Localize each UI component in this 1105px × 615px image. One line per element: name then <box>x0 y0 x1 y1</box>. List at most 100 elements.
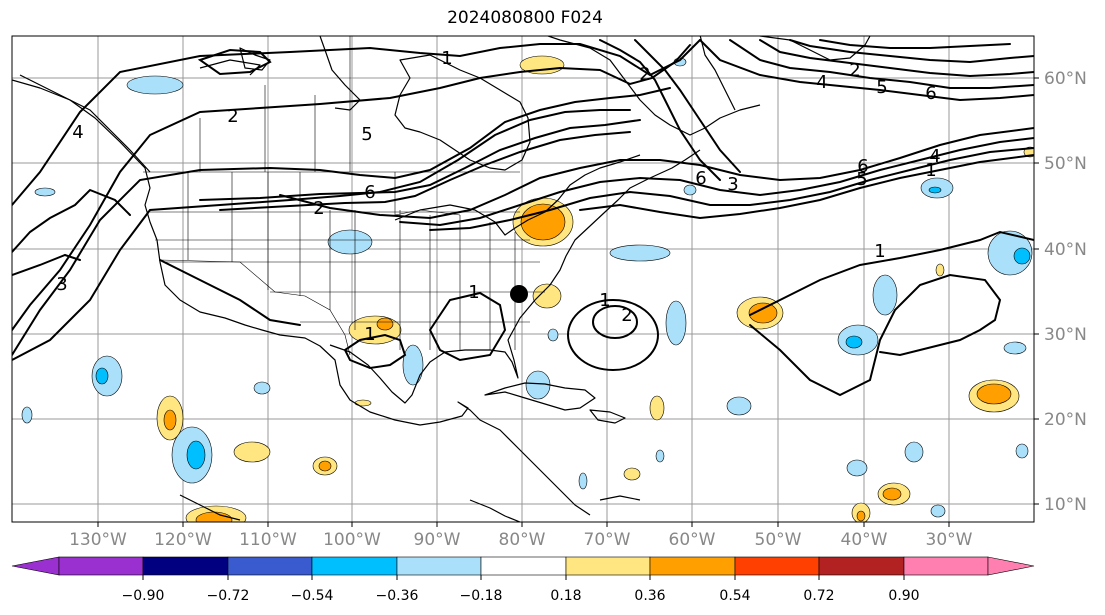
contour-label: 1 <box>468 282 479 303</box>
contour-label: 6 <box>857 156 868 177</box>
colorbar-extend-min <box>11 556 60 576</box>
colorbar-bin <box>565 556 651 576</box>
colorbar-tick-label: −0.54 <box>291 588 334 604</box>
colorbar-bin <box>311 556 398 576</box>
colorbar-tick-label: 0.18 <box>550 588 581 604</box>
contour-label: 6 <box>364 182 375 203</box>
anomaly-neg <box>402 344 424 386</box>
lon-label: 30°W <box>926 530 973 550</box>
tick-marks <box>97 77 1039 527</box>
colorbar-bin <box>734 556 820 576</box>
anomaly-pos <box>649 395 665 421</box>
contour-label: 2 <box>227 106 238 127</box>
lon-labels: 130°W 120°W 110°W 100°W 90°W 80°W 70°W 6… <box>69 530 973 550</box>
anomaly-neg <box>186 440 206 470</box>
colorbar-ticks <box>142 575 905 580</box>
colorbar-labels: −0.90 −0.72 −0.54 −0.36 −0.18 0.18 0.36 … <box>122 588 920 604</box>
anomaly-pos <box>856 510 866 522</box>
lon-label: 100°W <box>323 530 381 550</box>
contour-label: 4 <box>816 72 827 93</box>
anomaly-neg <box>95 367 109 385</box>
anomaly-neg <box>845 335 863 349</box>
anomaly-pos <box>935 263 945 277</box>
borders <box>143 36 545 356</box>
anomaly-neg <box>21 406 33 424</box>
contour-label: 2 <box>639 64 650 85</box>
contour-label: 1 <box>441 48 452 69</box>
colorbar-tick-label: 0.72 <box>803 588 834 604</box>
contour-label: 2 <box>621 305 632 326</box>
colorbar-tick-label: −0.36 <box>376 588 419 604</box>
colorbar-bin <box>649 556 736 576</box>
anomaly-neg <box>253 381 271 395</box>
anomaly-pos <box>748 302 778 324</box>
anomaly-pos <box>318 460 332 472</box>
anomaly-neg <box>930 504 946 518</box>
colorbar-bin <box>142 556 229 576</box>
anomaly-neg <box>1013 247 1031 265</box>
lat-label: 40°N <box>1044 240 1087 260</box>
colorbar-tick-label: 0.36 <box>634 588 665 604</box>
contour-label: 1 <box>874 241 885 262</box>
anomaly-pos <box>233 441 271 463</box>
colorbar-bin <box>480 556 567 576</box>
lat-label: 30°N <box>1044 325 1087 345</box>
anomaly-neg <box>683 184 697 196</box>
anomaly-neg <box>1003 341 1027 355</box>
lon-label: 90°W <box>414 530 461 550</box>
contour-label: 1 <box>364 324 375 345</box>
anomaly-pos <box>623 467 641 481</box>
map-frame <box>11 35 1035 523</box>
lon-label: 80°W <box>499 530 546 550</box>
anomaly-neg <box>609 244 671 262</box>
colorbar-bin <box>227 556 313 576</box>
lon-label: 120°W <box>154 530 212 550</box>
coastlines <box>12 36 871 522</box>
anomaly-pos <box>882 487 902 501</box>
lon-label: 110°W <box>239 530 297 550</box>
anomaly-neg <box>872 274 898 316</box>
colorbar-bin <box>58 556 144 576</box>
colorbar-bin <box>818 556 905 576</box>
anomaly-neg <box>578 472 588 490</box>
lon-label: 130°W <box>69 530 127 550</box>
anomaly-pos <box>163 409 177 431</box>
contour-label: 6 <box>695 168 706 189</box>
colorbar <box>11 556 1035 576</box>
anomaly-pos <box>520 203 566 241</box>
contour-label: 4 <box>929 146 940 167</box>
anomaly-neg <box>525 370 551 400</box>
anomaly-pos <box>976 383 1012 405</box>
lat-label: 60°N <box>1044 69 1087 89</box>
colorbar-tick-label: −0.18 <box>460 588 503 604</box>
lat-label: 10°N <box>1044 495 1087 515</box>
anomaly-neg <box>665 300 687 346</box>
contour-label: 1 <box>925 160 936 181</box>
contours <box>12 39 1034 397</box>
anomaly-pos <box>195 511 233 522</box>
colorbar-extend-max <box>987 556 1035 576</box>
colorbar-tick-label: −0.72 <box>207 588 250 604</box>
anomaly-neg <box>1015 443 1029 459</box>
map-title: 2024080800 F024 <box>447 8 603 28</box>
anomaly-neg <box>726 396 752 416</box>
contour-label: 2 <box>313 198 324 219</box>
anomaly-neg <box>928 186 942 194</box>
anomaly-neg <box>547 328 559 342</box>
anomaly-neg <box>904 441 924 463</box>
anomaly-neg <box>34 187 56 197</box>
colorbar-tick-label: 0.54 <box>719 588 750 604</box>
lat-labels: 60°N 50°N 40°N 30°N 20°N 10°N <box>1044 69 1087 515</box>
lon-label: 60°W <box>669 530 716 550</box>
lat-label: 20°N <box>1044 410 1087 430</box>
contour-label: 4 <box>72 122 83 143</box>
lat-label: 50°N <box>1044 154 1087 174</box>
contour-label: 2 <box>849 60 860 81</box>
storm-location-marker <box>510 285 528 303</box>
colorbar-tick-label: 0.90 <box>888 588 919 604</box>
anomaly-pos <box>376 317 394 331</box>
anomaly-neg <box>846 459 868 477</box>
anomaly-neg <box>655 449 665 463</box>
colorbar-bin <box>903 556 989 576</box>
